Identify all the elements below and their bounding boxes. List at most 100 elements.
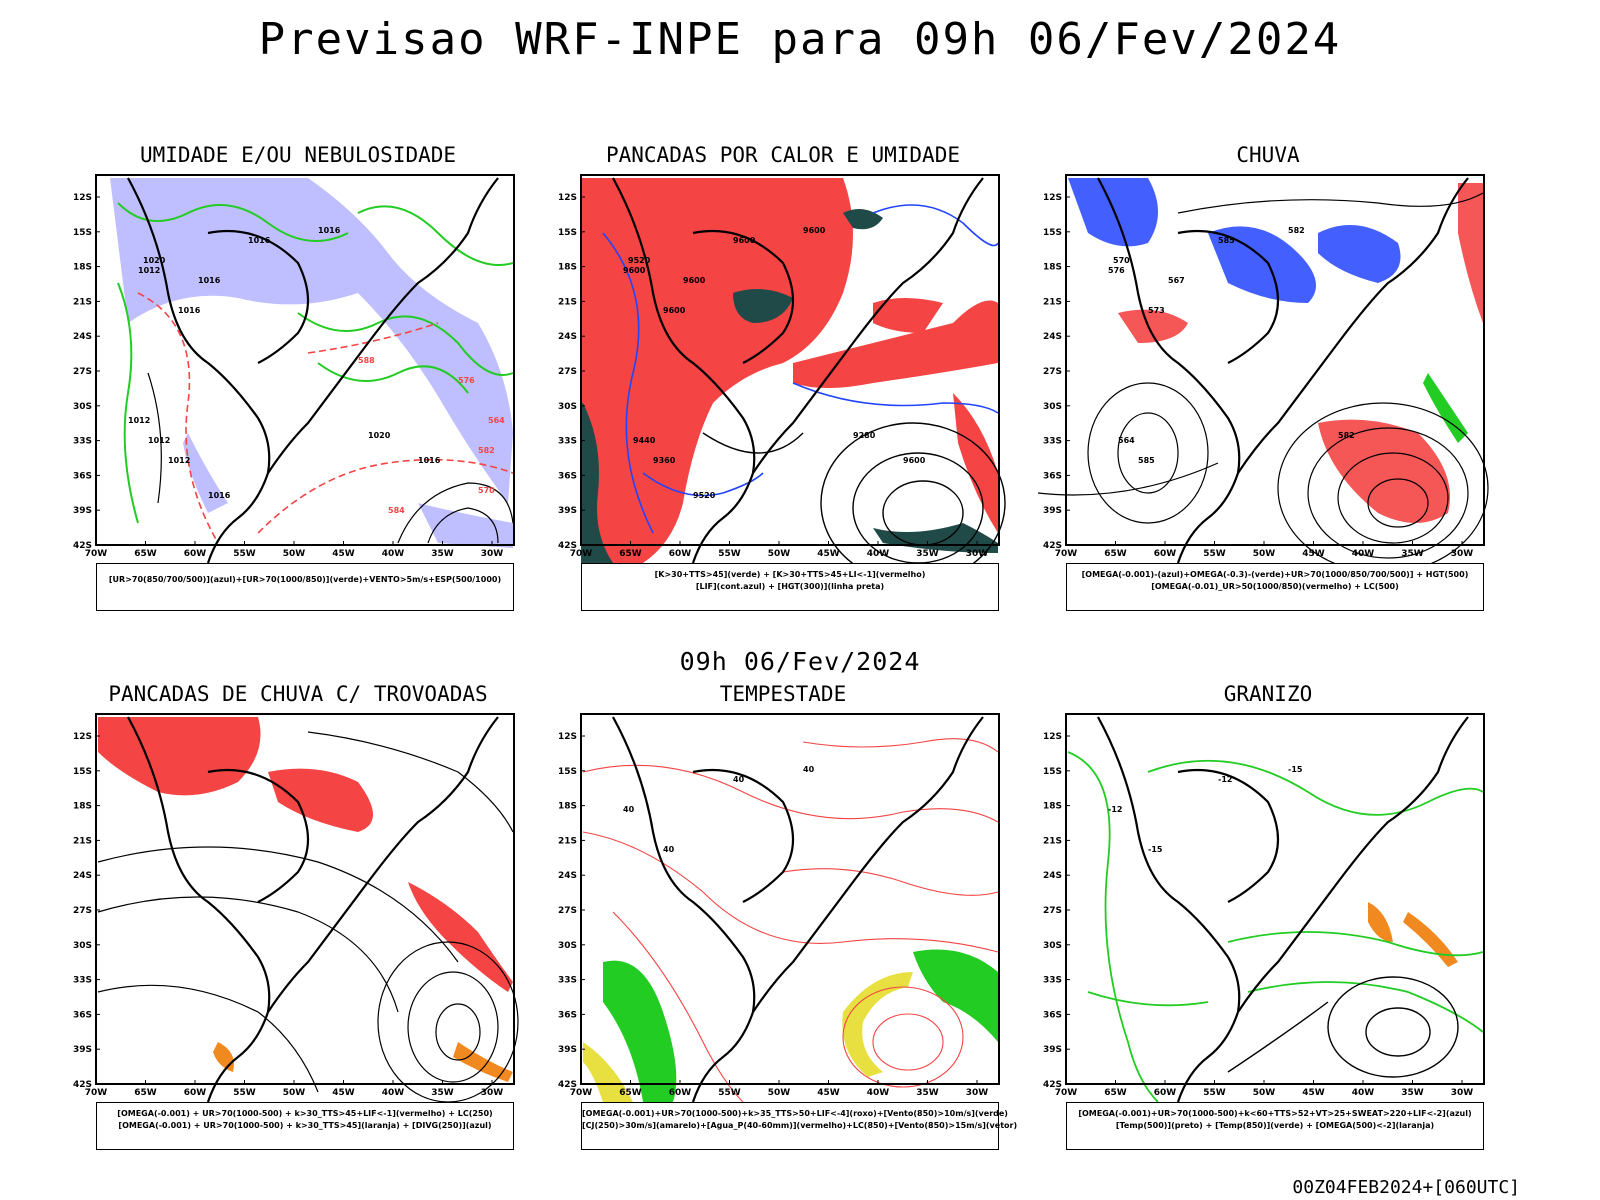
lon-tick-label: 55W	[1203, 1088, 1226, 1098]
coastline	[691, 1011, 755, 1102]
contour-label: -12	[1108, 805, 1122, 814]
legend-box: [UR>70(850/700/500)](azul)+[UR>70(1000/8…	[96, 563, 514, 611]
humidity-high-region	[183, 433, 228, 513]
legend-box: [OMEGA(-0.001)+UR>70(1000-500)+k<60+TTS>…	[1066, 1102, 1484, 1150]
country-border	[127, 716, 271, 1013]
lon-tick-label: 70W	[85, 1088, 108, 1098]
lon-tick-label: 40W	[867, 549, 890, 559]
hail-region	[1368, 902, 1393, 942]
lat-tick-label: 15S	[558, 228, 577, 238]
lat-tick-label: 39S	[73, 506, 92, 516]
lat-tick-label: 18S	[1043, 263, 1062, 273]
lon-tick-label: 45W	[332, 1088, 355, 1098]
contour-label: 564	[1118, 436, 1135, 445]
country-border	[1097, 716, 1241, 1013]
temp-500-contour	[1327, 976, 1459, 1078]
contour-label: -12	[1218, 775, 1232, 784]
contour-label: 1016	[318, 226, 341, 235]
contour-label: 9600	[663, 306, 686, 315]
contour-label: 1016	[248, 236, 271, 245]
pressure-isobar	[147, 372, 162, 504]
legend-line: [OMEGA(-0.001) + UR>70(1000-500) + k>30_…	[117, 1109, 493, 1118]
precipitable-water-contour	[872, 1013, 944, 1071]
unstable-region	[793, 300, 998, 388]
lifted-index-contour	[602, 232, 654, 534]
map-pancadas-calor: 9600960096009600952096009440936092809600…	[558, 174, 1006, 563]
lon-tick-label: 50W	[283, 549, 306, 559]
lat-tick-label: 42S	[1043, 541, 1062, 551]
streamline	[1037, 462, 1219, 496]
thunderstorm-region	[268, 768, 373, 832]
lat-tick-label: 39S	[558, 1045, 577, 1055]
panel-pancadas-trovoadas: PANCADAS DE CHUVA C/ TROVOADAS 12S 15S 18S…	[58, 682, 528, 1172]
humidity-high-region	[110, 178, 513, 503]
lon-tick-label: 65W	[134, 1088, 157, 1098]
lat-tick-label: 33S	[73, 976, 92, 986]
lon-tick-label: 35W	[916, 1088, 939, 1098]
lon-tick-label: 30W	[966, 1088, 989, 1098]
legend-line: [LIF](cont.azul) + [HGT(300)](linha pret…	[695, 582, 885, 591]
lat-tick-label: 12S	[73, 193, 92, 203]
contour-label: 582	[1288, 226, 1305, 235]
legend-line: [Temp(500)](preto) + [Temp(850)](verde) …	[1115, 1121, 1435, 1130]
lat-tick-label: 39S	[558, 506, 577, 516]
lat-tick-label: 15S	[1043, 767, 1062, 777]
coastline	[752, 177, 984, 474]
lat-tick-label: 42S	[558, 541, 577, 551]
lat-tick-label: 36S	[1043, 1010, 1062, 1020]
streamline-vortex	[1307, 427, 1469, 559]
lat-tick-label: 18S	[73, 802, 92, 812]
precipitable-water-contour	[582, 764, 999, 823]
lat-tick-label: 30S	[1043, 402, 1062, 412]
contour-label: 40	[803, 765, 815, 774]
panel-title: PANCADAS DE CHUVA C/ TROVOADAS	[108, 682, 488, 706]
precipitable-water-contour	[782, 868, 999, 896]
lat-tick-label: 36S	[558, 471, 577, 481]
contour-label: 40	[623, 805, 635, 814]
lat-tick-label: 24S	[1043, 871, 1062, 881]
lon-tick-label: 40W	[1352, 1088, 1375, 1098]
lat-tick-label: 21S	[1043, 297, 1062, 307]
lat-tick-label: 12S	[558, 732, 577, 742]
temp-500-contour	[1227, 1001, 1329, 1073]
lon-tick-label: 50W	[1253, 1088, 1276, 1098]
lon-tick-label: 55W	[233, 549, 256, 559]
thunderstorm-region	[98, 717, 261, 796]
legend-box: [OMEGA(-0.001) + UR>70(1000-500) + k>30_…	[96, 1102, 514, 1150]
lon-tick-label: 60W	[184, 1088, 207, 1098]
coastline	[267, 177, 499, 474]
humidity-high-region	[418, 503, 513, 548]
legend-line: [OMEGA(-0.01)_UR>50(1000/850)(vermelho) …	[1151, 582, 1399, 591]
lat-tick-label: 24S	[73, 332, 92, 342]
lon-tick-label: 65W	[619, 1088, 642, 1098]
lon-tick-label: 65W	[619, 549, 642, 559]
lat-tick-label: 39S	[1043, 506, 1062, 516]
temp-850-contour	[1147, 759, 1484, 816]
temp-850-contour	[1087, 991, 1209, 1007]
lon-tick-label: 50W	[768, 1088, 791, 1098]
lon-tick-label: 35W	[431, 549, 454, 559]
main-title: Previsao WRF-INPE para 09h 06/Fev/2024	[258, 14, 1342, 65]
precipitable-water-contour	[582, 831, 999, 953]
legend-line: [OMEGA(-0.001)+UR>70(1000-500)+k>35_TTS>…	[582, 1109, 1008, 1118]
humidity-low-contour	[357, 205, 514, 266]
run-footer: 00Z04FEB2024+[060UTC]	[1292, 1177, 1520, 1198]
contour-label: 1016	[418, 456, 441, 465]
country-border	[207, 768, 309, 903]
coastline	[1237, 716, 1469, 1013]
humidity-low-contour	[117, 282, 139, 524]
rain-blue-region	[1208, 226, 1316, 303]
lon-tick-label: 30W	[1451, 1088, 1474, 1098]
lifted-index-contour	[792, 382, 999, 414]
streamline-vortex	[1117, 412, 1179, 494]
coastline	[691, 472, 755, 563]
mid-time-label: 09h 06/Fev/2024	[679, 647, 921, 676]
map-chuva: 585 582 576 573 570 567 564 585 582 12S 15S 18S 21S…	[1037, 174, 1489, 563]
contour-label: 9520	[693, 491, 716, 500]
lon-tick-label: 40W	[867, 1088, 890, 1098]
contour-label: 1016	[178, 306, 201, 315]
streamline	[1177, 192, 1484, 214]
lon-tick-label: 35W	[916, 549, 939, 559]
panel-title: CHUVA	[1236, 143, 1300, 167]
lon-tick-label: 45W	[817, 549, 840, 559]
